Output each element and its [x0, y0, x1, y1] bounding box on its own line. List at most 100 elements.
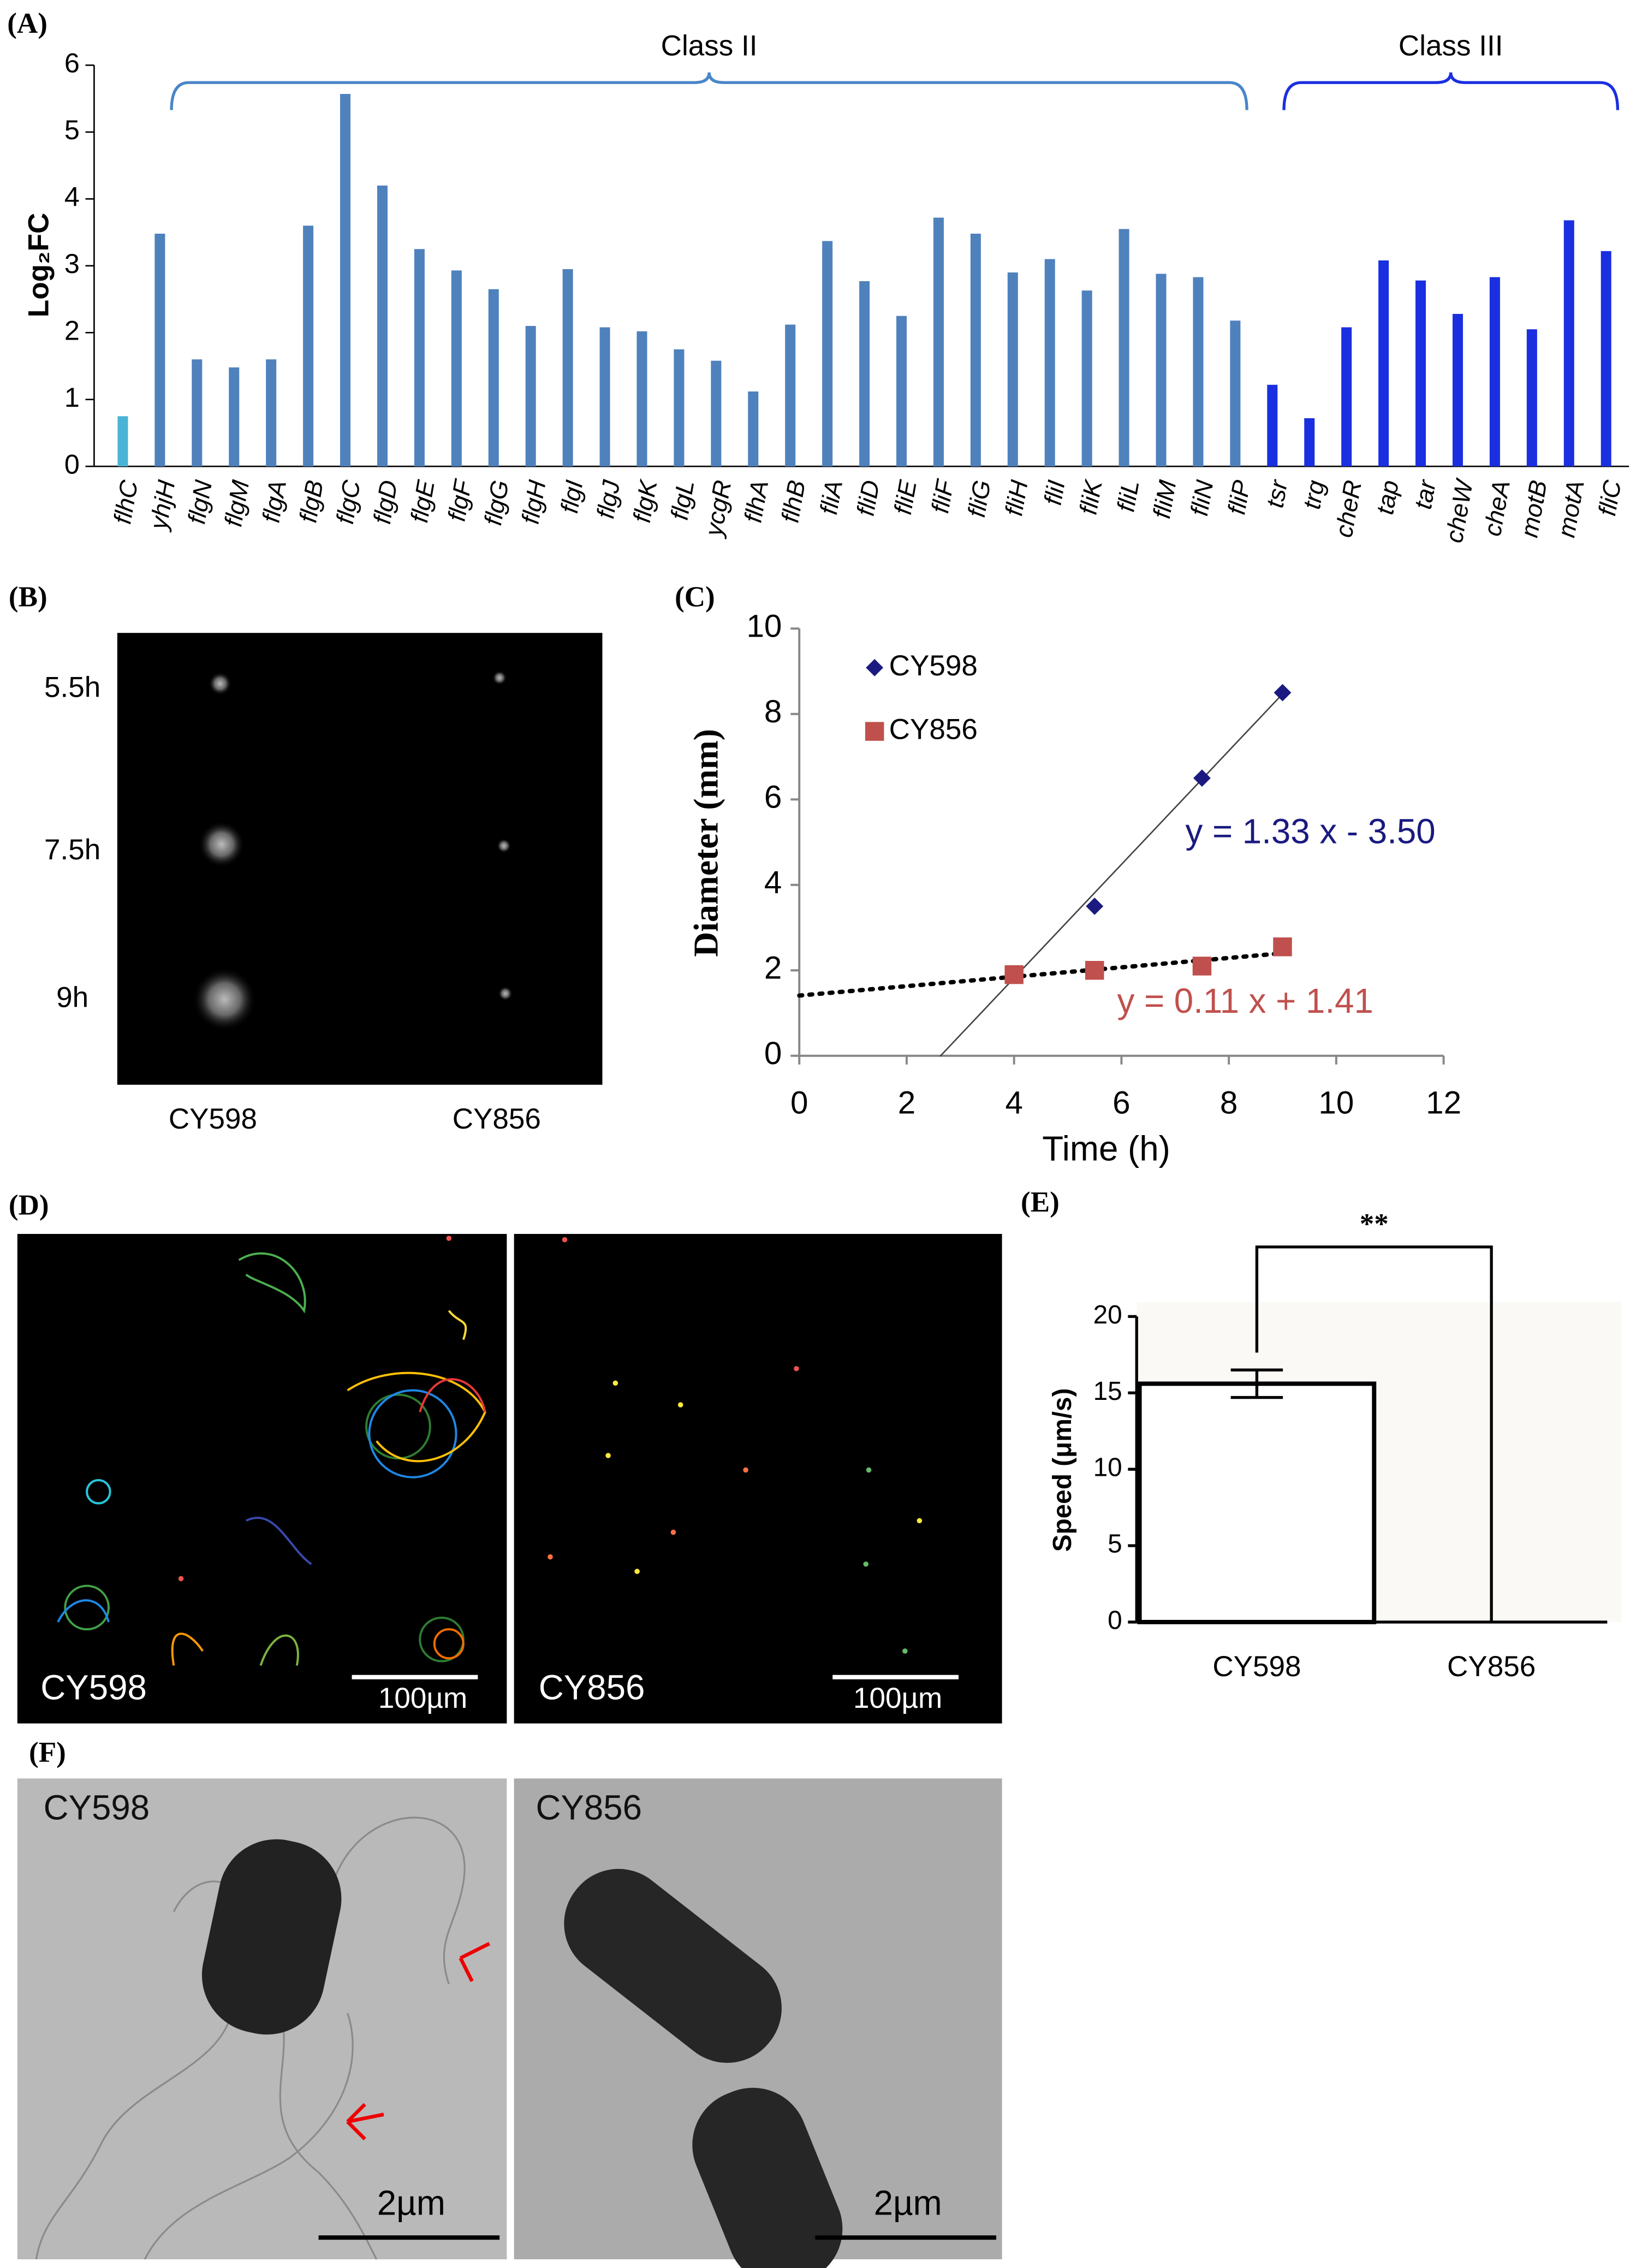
bar: [562, 269, 573, 467]
y-tick-label: 0: [1108, 1606, 1122, 1635]
class-label: Class II: [661, 30, 758, 62]
bar: [785, 324, 796, 467]
y-axis-title: Diameter (mm): [686, 729, 725, 957]
colony: [208, 672, 232, 696]
colony: [492, 670, 507, 685]
x-tick-label: 10: [1318, 1085, 1354, 1120]
x-tick-label: CY856: [1447, 1650, 1536, 1683]
bar: [117, 416, 128, 467]
x-tick-label: yhjH: [144, 478, 180, 533]
bar: [154, 234, 165, 467]
bar: [488, 289, 499, 467]
bar: [340, 94, 351, 467]
y-tick-label: 6: [64, 48, 80, 79]
x-tick-label: fliK: [1074, 477, 1108, 516]
y-tick-label: 20: [1093, 1301, 1122, 1329]
scale-label: 100µm: [378, 1682, 467, 1714]
trendline-label: y = 1.33 x - 3.50: [1185, 812, 1435, 851]
legend-marker: [866, 658, 884, 676]
panel-label: (A): [7, 8, 47, 39]
y-tick-label: 8: [764, 694, 782, 729]
cells: [178, 1236, 923, 1654]
x-tick-label: flgK: [628, 477, 663, 525]
point: [1273, 937, 1292, 957]
bar: [970, 234, 981, 467]
x-tick-label: cheA: [1478, 478, 1515, 538]
bar: [1137, 1381, 1377, 1624]
bar: [377, 185, 388, 467]
x-axis-title: Time (h): [1042, 1130, 1170, 1168]
bar: [1526, 329, 1537, 467]
bar: [525, 326, 536, 467]
y-axis-title: Log₂FC: [22, 213, 55, 318]
flagella: [35, 1816, 466, 2260]
class-bracket: [1282, 72, 1620, 110]
x-tick-label: fliE: [889, 478, 922, 516]
x-tick-label: 12: [1426, 1085, 1461, 1120]
bar: [451, 270, 462, 467]
bar: [748, 391, 759, 467]
trendline-label: y = 0.11 x + 1.41: [1117, 982, 1373, 1020]
significance-label: **: [1360, 1208, 1389, 1240]
x-tick-label: fliC: [1593, 478, 1627, 518]
y-tick-label: 4: [64, 181, 80, 212]
bar: [674, 349, 685, 467]
x-tick-label: flhA: [739, 478, 774, 525]
x-tick-label: flgG: [479, 478, 514, 527]
panel-label: (E): [1021, 1186, 1060, 1218]
column-label: CY856: [453, 1103, 541, 1135]
colony: [496, 838, 511, 853]
significance-bracket: [1255, 1245, 1493, 1622]
point: [1193, 769, 1211, 787]
legend-label: CY598: [889, 650, 978, 682]
x-tick-label: flgN: [182, 478, 217, 526]
bar: [1193, 277, 1204, 467]
y-axis-title: Speed (μm/s): [1048, 1388, 1077, 1552]
panel-label: (F): [29, 1737, 66, 1768]
bar: [229, 367, 240, 467]
bar: [1489, 277, 1500, 467]
error-bar: [1230, 1368, 1283, 1399]
scale-label: 2µm: [874, 2184, 942, 2223]
strain-label: CY856: [539, 1668, 645, 1707]
x-tick-label: flgA: [257, 478, 291, 525]
bar: [1304, 418, 1315, 467]
x-tick-label: flgC: [331, 478, 366, 526]
scale-label: 2µm: [377, 2184, 445, 2223]
y-tick-label: 1: [64, 382, 80, 413]
x-tick-label: flgB: [294, 478, 329, 525]
x-tick-label: flgJ: [591, 478, 625, 520]
x-tick-label: 8: [1220, 1085, 1238, 1120]
scale-label: 100µm: [853, 1682, 942, 1714]
x-tick-label: ycgR: [699, 478, 737, 540]
x-tick-label: flgM: [219, 478, 254, 529]
x-tick-label: flgI: [555, 478, 588, 515]
x-tick-label: flhB: [776, 478, 811, 525]
track-image: [514, 1234, 1002, 1724]
x-tick-label: fliM: [1147, 478, 1181, 520]
x-tick-label: flgE: [405, 478, 440, 525]
bar: [1601, 251, 1611, 467]
column-label: CY598: [169, 1103, 257, 1135]
colony: [498, 986, 513, 1001]
x-tick-label: fliN: [1185, 478, 1219, 518]
bar: [1156, 274, 1167, 467]
x-tick-label: motB: [1515, 478, 1552, 539]
point: [1274, 684, 1292, 702]
x-tick-label: 0: [790, 1085, 808, 1120]
x-tick-label: 2: [898, 1085, 915, 1120]
bar: [1378, 260, 1389, 467]
x-tick-label: fliG: [962, 478, 996, 519]
bar: [303, 225, 314, 467]
x-tick-label: tsr: [1260, 477, 1293, 510]
y-tick-label: 6: [764, 780, 782, 815]
bar: [599, 327, 610, 467]
bar: [1452, 313, 1463, 467]
y-tick-label: 2: [64, 315, 80, 346]
bar: [414, 249, 425, 467]
x-tick-label: 4: [1005, 1085, 1022, 1120]
y-tick-label: 5: [64, 114, 80, 145]
bar: [822, 241, 833, 467]
bar: [636, 331, 647, 467]
y-tick-label: 10: [1093, 1453, 1122, 1482]
